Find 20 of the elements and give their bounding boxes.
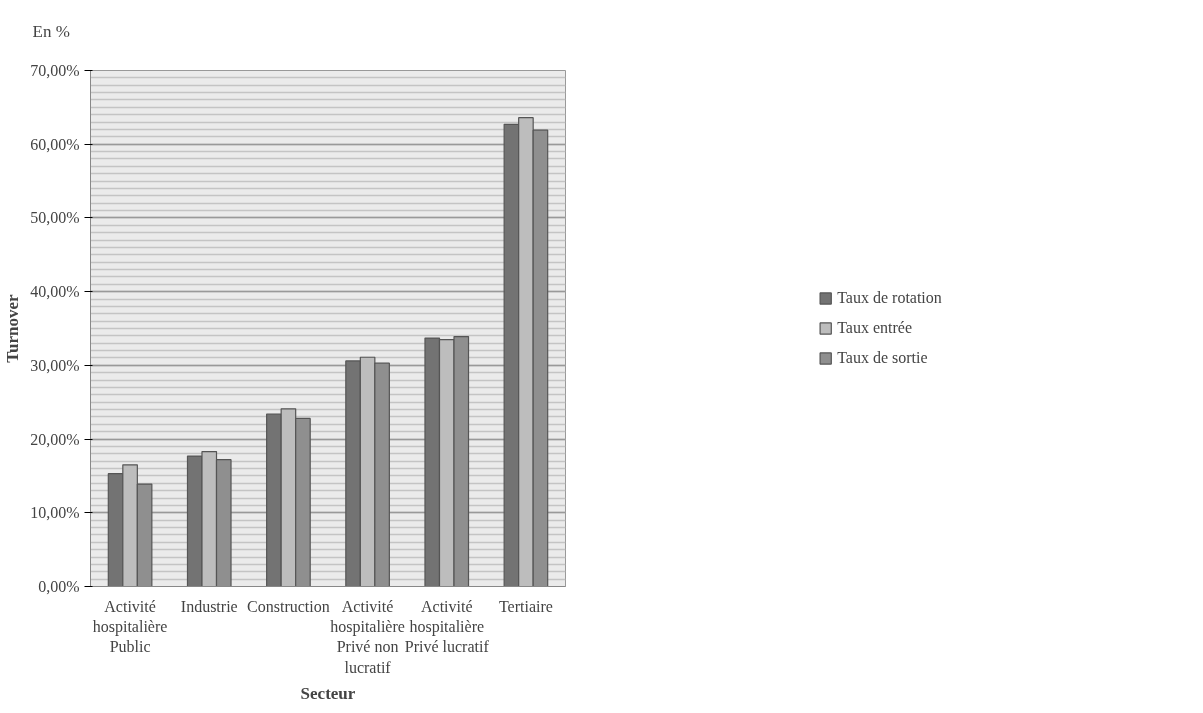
x-tick-label: Activité hospitalière Privé lucratif <box>404 597 490 656</box>
y-axis-title: Turnover <box>3 293 23 363</box>
y-tick-label: 70,00% <box>30 62 80 79</box>
y-tick-label: 0,00% <box>38 578 80 595</box>
y-tick-label: 40,00% <box>30 283 80 301</box>
x-axis-title: Secteur <box>300 683 356 703</box>
text: En % <box>32 21 70 41</box>
y-tick-label: 60,00% <box>30 135 80 153</box>
y-tick-label: 10,00% <box>30 504 80 522</box>
x-tick-label: Activité hospitalière Public <box>92 597 168 656</box>
y-tick-label: 20,00% <box>30 430 80 448</box>
x-tick-label: Industrie <box>180 597 238 615</box>
y-tick-label: 50,00% <box>30 209 80 227</box>
x-tick-label: Activité hospitalière Privé non lucratif <box>330 597 405 676</box>
x-tick-label: Construction <box>247 597 330 615</box>
legend-label: Taux de rotation <box>837 289 942 307</box>
y-tick-label: 30,00% <box>30 356 80 374</box>
legend-label: Taux entrée <box>837 319 913 337</box>
legend-label: Taux de sortie <box>837 349 928 367</box>
x-tick-label: Tertiaire <box>498 597 553 615</box>
